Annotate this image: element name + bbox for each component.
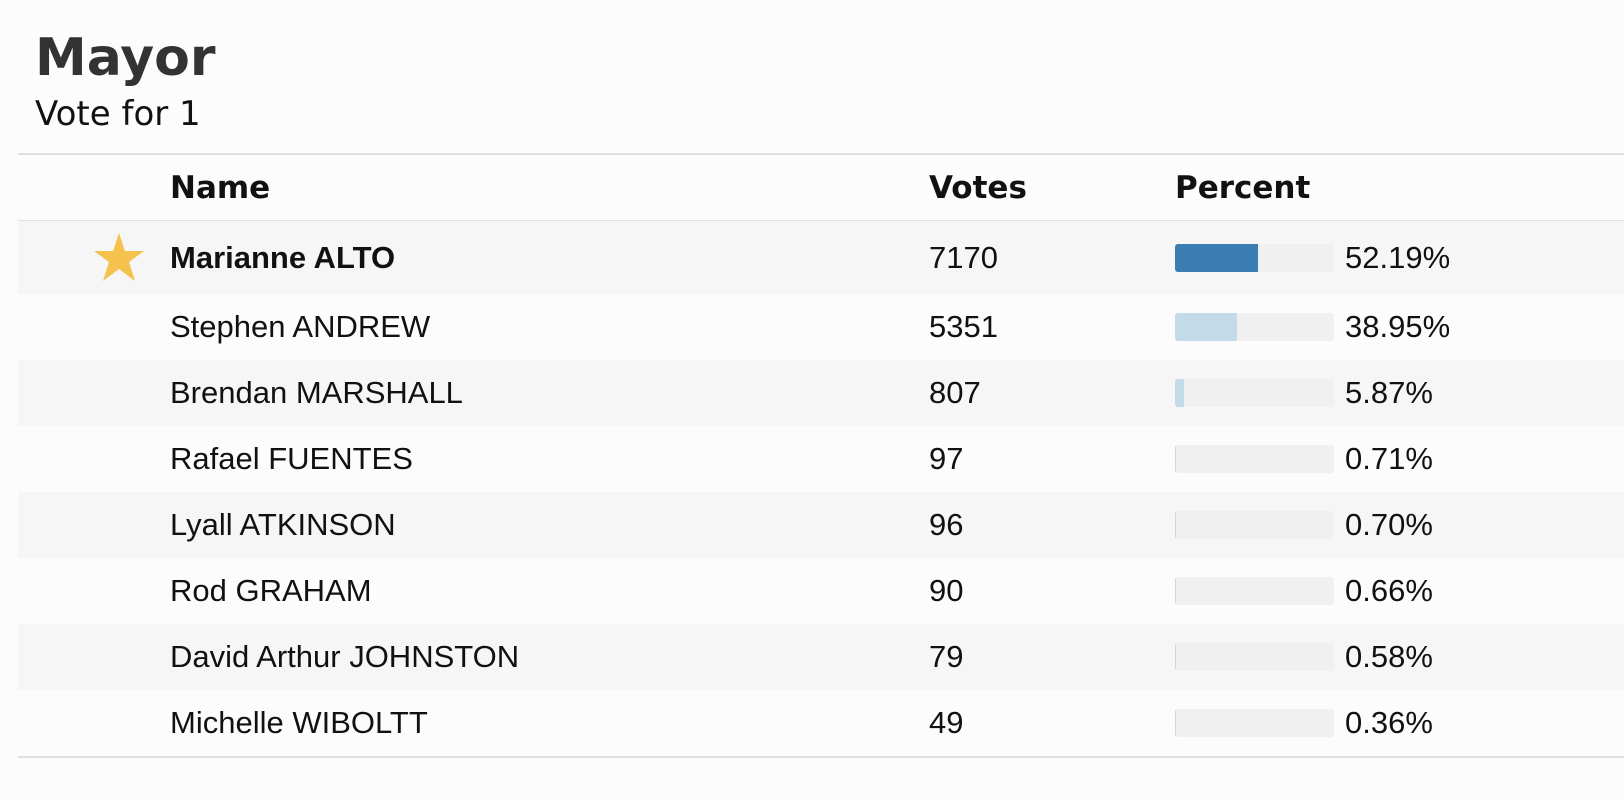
vote-count: 5351 (929, 309, 998, 344)
vote-count: 49 (929, 705, 964, 740)
percent-bar (1175, 445, 1177, 473)
percent-track (1175, 379, 1334, 407)
result-row: Rafael FUENTES 97 0.71% (18, 426, 1624, 494)
candidate-name: David Arthur JOHNSTON (170, 639, 520, 674)
percent-bar (1175, 709, 1176, 737)
percent-bar (1175, 313, 1237, 341)
percent-label: 52.19% (1345, 239, 1451, 275)
percent-track (1175, 313, 1334, 341)
result-row: Lyall ATKINSON 96 0.70% (18, 492, 1624, 560)
percent-track (1175, 445, 1334, 473)
winner-star (94, 232, 144, 281)
column-header: Votes (929, 170, 1027, 206)
result-row: Stephen ANDREW 5351 38.95% (18, 294, 1624, 362)
candidate-name: Rafael FUENTES (170, 441, 413, 476)
percent-track (1175, 577, 1334, 605)
vote-count: 807 (929, 375, 981, 410)
contest-subtitle: Vote for 1 (35, 94, 201, 134)
candidate-name: Lyall ATKINSON (170, 507, 396, 542)
percent-track (1175, 709, 1334, 737)
result-row: David Arthur JOHNSTON 79 0.58% (18, 624, 1624, 692)
percent-label: 5.87% (1345, 375, 1433, 410)
candidate-name: Rod GRAHAM (170, 573, 372, 608)
column-header: Percent (1175, 170, 1311, 206)
vote-count: 97 (929, 441, 964, 476)
percent-bar (1175, 243, 1258, 272)
result-row: Brendan MARSHALL 807 5.87% (18, 360, 1624, 428)
candidate-name: Stephen ANDREW (170, 309, 431, 344)
percent-bar (1175, 577, 1177, 605)
percent-bar (1175, 643, 1176, 671)
candidate-name: Marianne ALTO (170, 239, 396, 275)
vote-count: 79 (929, 639, 964, 674)
percent-track (1175, 243, 1334, 272)
contest-title: Mayor (35, 28, 216, 88)
percent-track (1175, 643, 1334, 671)
result-row: Marianne ALTO 7170 52.19% (18, 221, 1624, 296)
percent-track (1175, 511, 1334, 539)
percent-bar (1175, 379, 1185, 407)
result-row: Rod GRAHAM 90 0.66% (18, 558, 1624, 626)
percent-label: 0.66% (1345, 573, 1433, 608)
percent-label: 0.36% (1345, 705, 1433, 740)
percent-label: 0.58% (1345, 639, 1433, 674)
candidate-name: Michelle WIBOLTT (170, 705, 428, 740)
column-header: Name (170, 170, 271, 206)
divider (18, 153, 1624, 155)
vote-count: 96 (929, 507, 964, 542)
percent-label: 0.70% (1345, 507, 1433, 542)
percent-label: 38.95% (1345, 309, 1451, 344)
star-shape (94, 232, 144, 281)
vote-count: 90 (929, 573, 964, 608)
percent-label: 0.71% (1345, 441, 1433, 476)
percent-bar (1175, 511, 1177, 539)
vote-count: 7170 (929, 239, 998, 275)
result-row: Michelle WIBOLTT 49 0.36% (18, 690, 1624, 758)
candidate-name: Brendan MARSHALL (170, 375, 463, 410)
